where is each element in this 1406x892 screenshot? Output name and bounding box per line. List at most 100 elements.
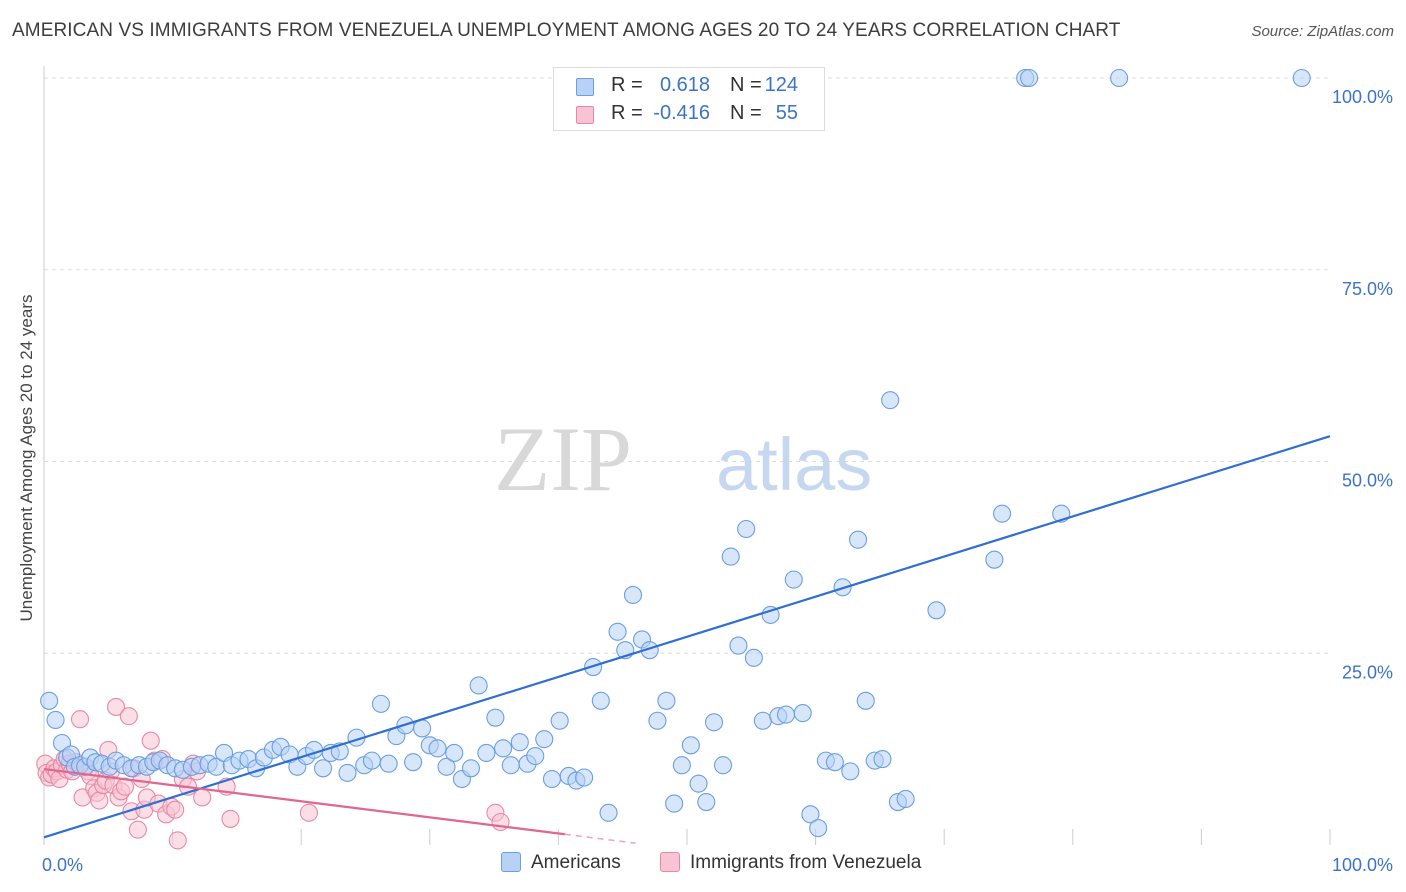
bottom-legend: Americans Immigrants from Venezuela [0,852,1406,878]
americans-point [314,759,333,778]
americans-point [713,756,733,775]
americans-point [761,605,780,624]
y-tick-label: 50.0% [1342,471,1393,491]
americans-point [338,763,357,782]
americans-point [801,805,820,824]
immigrants-point [221,809,240,828]
americans-point [362,751,381,770]
americans-point [1020,68,1039,88]
americans-point [753,711,772,730]
legend-label-immigrants: Immigrants from Venezuela [690,852,922,873]
americans-point [445,743,464,763]
americans-point [526,746,545,766]
americans-point [599,803,618,822]
americans-point [510,733,529,752]
stats-n-label: N = [730,74,762,96]
americans-point [657,691,676,710]
americans-point [704,713,724,732]
americans-point [672,756,691,775]
americans-point [501,756,520,775]
americans-point [437,757,456,776]
americans-point [494,739,513,758]
americans-point [681,736,700,755]
americans-point [881,391,900,410]
americans-point [873,750,892,769]
y-tick-label: 75.0% [1342,279,1393,299]
source-label: Source: ZipAtlas.com [1251,23,1394,40]
stats-row-immigrants: R = -0.416 N = 55 [554,102,824,130]
axes-layer [43,66,1331,845]
americans-point [40,691,59,710]
americans-point [591,691,610,710]
legend-item-americans: Americans [501,852,621,874]
immigrants-point [168,831,187,850]
legend-swatch-immigrants [660,852,680,872]
immigrants-point [299,803,318,822]
stats-n-value: 55 [775,102,798,124]
grid-layer [44,77,1330,654]
immigrants-point [193,788,212,807]
americans-point [729,636,748,655]
americans-point [477,743,496,763]
americans-point [809,819,828,838]
immigrants-trend-line [43,767,565,836]
immigrants-point [128,820,147,839]
immigrants-point [90,791,109,810]
immigrants-point [70,710,90,729]
stats-row-americans: R = 0.618 N = 124 [554,74,824,102]
immigrants-trend-extension [564,833,636,844]
stats-r-value: 0.618 [659,74,710,96]
americans-point [404,753,423,772]
stats-swatch-americans [576,78,594,96]
americans-point [841,762,860,781]
legend-swatch-americans [501,852,521,872]
americans-point [623,585,643,605]
stats-r-label: R = [611,102,643,124]
americans-point [461,759,481,778]
stats-n-label: N = [730,102,762,124]
stats-n-value: 124 [764,74,798,96]
legend-label-americans: Americans [531,852,621,873]
americans-point [542,769,562,789]
americans-point [665,794,684,813]
legend-item-immigrants: Immigrants from Venezuela [660,852,921,874]
immigrants-point [106,697,126,716]
y-tick-label: 25.0% [1342,662,1393,682]
series-americans-points [40,68,1311,838]
immigrants-point [119,707,138,726]
americans-point [379,754,398,773]
americans-point [993,504,1012,523]
americans-point [856,691,875,710]
watermark-zip: ZIP [494,408,632,510]
americans-point [575,768,594,787]
x-tick-label-max: 100.0% [1332,855,1393,875]
trend-lines [43,435,1331,844]
watermark-atlas: atlas [716,423,872,506]
americans-point [428,739,447,758]
americans-point [608,622,627,641]
americans-point [46,710,65,730]
americans-point [1292,68,1311,88]
americans-point [550,711,569,730]
americans-point [744,648,763,667]
americans-point [721,547,740,566]
x-tick-label-min: 0.0% [42,855,83,875]
watermark: ZIP atlas [494,408,872,510]
americans-point [486,708,505,727]
immigrants-point [141,731,160,750]
americans-point [697,792,716,812]
americans-point [648,711,667,730]
immigrants-point [166,800,185,819]
americans-point [793,704,812,723]
americans-point [825,753,844,772]
americans-point [848,530,868,549]
americans-point [776,705,796,724]
stats-r-label: R = [611,74,643,96]
chart-title: AMERICAN VS IMMIGRANTS FROM VENEZUELA UN… [12,20,1121,41]
tick-labels: 25.0% 50.0% 75.0% 100.0% 0.0% 100.0% [42,87,1393,875]
stats-swatch-immigrants [576,106,594,124]
americans-point [469,676,488,695]
stats-legend-box: R = 0.618 N = 124 R = -0.416 N = 55 [553,67,825,131]
americans-point [896,789,915,809]
